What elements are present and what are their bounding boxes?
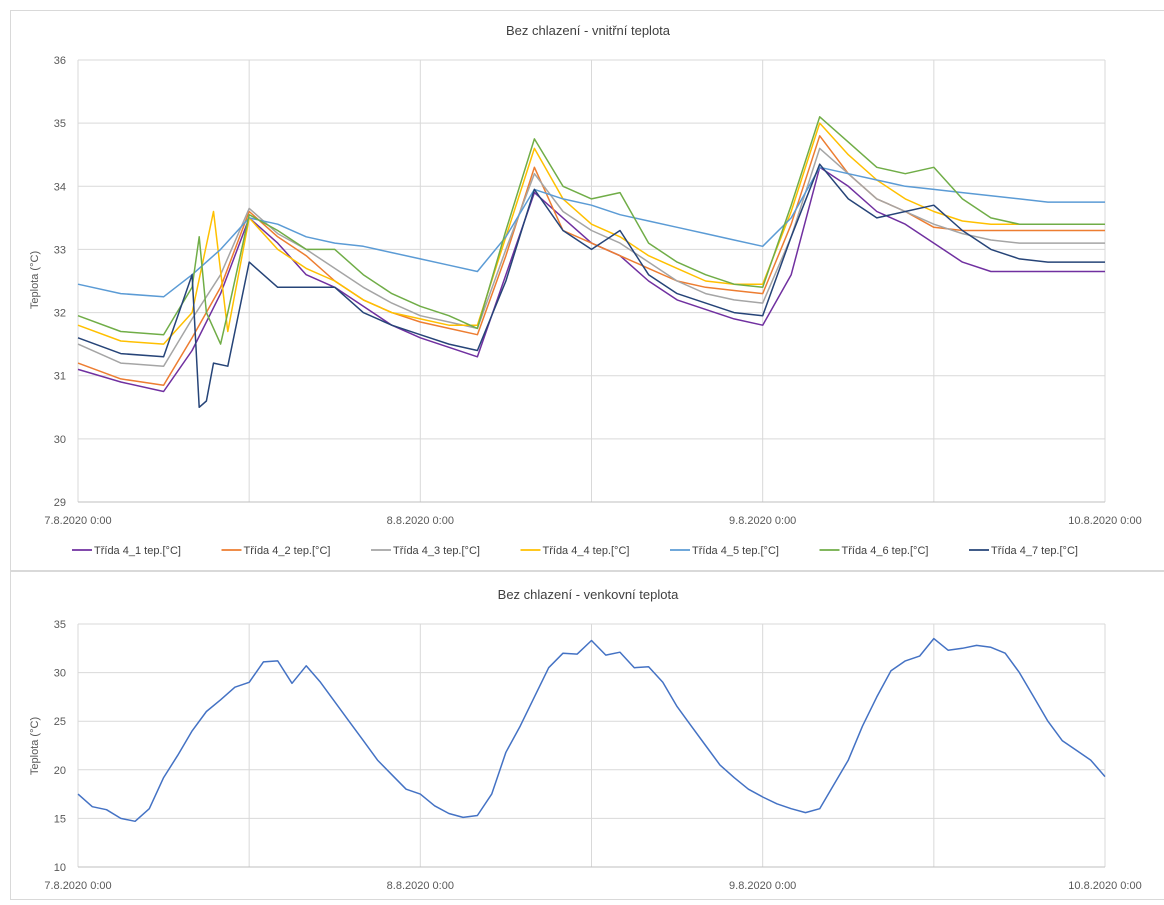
y-tick-label: 35 bbox=[54, 118, 66, 130]
x-tick-label: 8.8.2020 0:00 bbox=[387, 880, 454, 892]
x-tick-label: 10.8.2020 0:00 bbox=[1068, 515, 1141, 527]
legend-label: Třída 4_1 tep.[°C] bbox=[94, 545, 181, 557]
y-tick-label: 15 bbox=[54, 813, 66, 825]
x-tick-label: 9.8.2020 0:00 bbox=[729, 880, 796, 892]
legend-label: Třída 4_4 tep.[°C] bbox=[543, 545, 630, 557]
top-chart-title: Bez chlazení - vnitřní teplota bbox=[506, 23, 671, 38]
bottom-y-axis-label: Teplota (°C) bbox=[29, 717, 41, 775]
legend-label: Třída 4_2 tep.[°C] bbox=[244, 545, 331, 557]
x-tick-label: 7.8.2020 0:00 bbox=[44, 880, 111, 892]
y-tick-label: 29 bbox=[54, 497, 66, 509]
x-tick-label: 7.8.2020 0:00 bbox=[44, 515, 111, 527]
y-tick-label: 36 bbox=[54, 55, 66, 67]
y-tick-label: 33 bbox=[54, 244, 66, 256]
bottom-chart-area bbox=[11, 572, 1164, 900]
y-tick-label: 34 bbox=[54, 181, 66, 193]
y-tick-label: 31 bbox=[54, 371, 66, 383]
legend-label: Třída 4_3 tep.[°C] bbox=[393, 545, 480, 557]
y-tick-label: 32 bbox=[54, 308, 66, 320]
legend-label: Třída 4_5 tep.[°C] bbox=[692, 545, 779, 557]
y-tick-label: 20 bbox=[54, 765, 66, 777]
top-chart-area bbox=[11, 11, 1164, 571]
legend-label: Třída 4_7 tep.[°C] bbox=[991, 545, 1078, 557]
y-tick-label: 30 bbox=[54, 434, 66, 446]
top-y-axis-label: Teplota (°C) bbox=[29, 251, 41, 309]
y-tick-label: 25 bbox=[54, 716, 66, 728]
bottom-chart-title: Bez chlazení - venkovní teplota bbox=[498, 587, 679, 602]
x-tick-label: 8.8.2020 0:00 bbox=[387, 515, 454, 527]
y-tick-label: 10 bbox=[54, 862, 66, 874]
legend-label: Třída 4_6 tep.[°C] bbox=[842, 545, 929, 557]
y-tick-label: 30 bbox=[54, 668, 66, 680]
y-tick-label: 35 bbox=[54, 619, 66, 631]
x-tick-label: 10.8.2020 0:00 bbox=[1068, 880, 1141, 892]
x-tick-label: 9.8.2020 0:00 bbox=[729, 515, 796, 527]
